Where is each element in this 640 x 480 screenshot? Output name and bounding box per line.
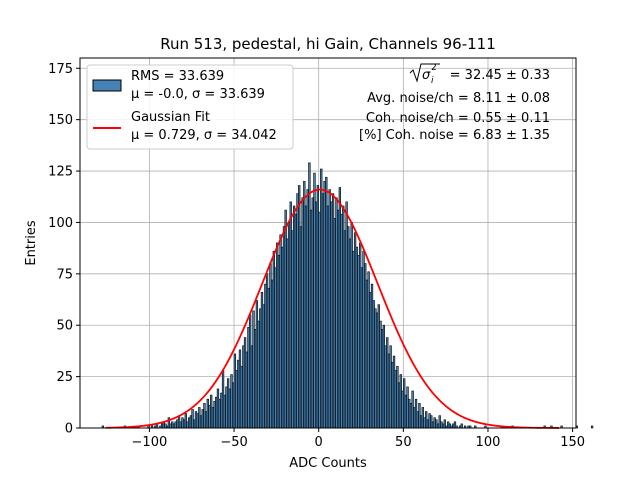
histogram-bar bbox=[590, 425, 594, 429]
y-axis-label: Entries bbox=[24, 220, 39, 266]
y-tick-label: 75 bbox=[56, 267, 73, 282]
y-tick-label: 125 bbox=[48, 165, 73, 180]
stats-coh-noise: Coh. noise/ch = 0.55 ± 0.11 bbox=[366, 111, 550, 126]
x-tick-label: −100 bbox=[132, 435, 168, 450]
sigma-subscript: i bbox=[431, 76, 434, 86]
legend-histogram-line2: μ = -0.0, σ = 33.639 bbox=[131, 87, 265, 102]
y-tick-label: 0 bbox=[65, 422, 73, 437]
x-tick-label: 100 bbox=[476, 435, 501, 450]
legend-fit-line2: μ = 0.729, σ = 34.042 bbox=[131, 128, 277, 143]
stats-annotation: σ i 2 = 32.45 ± 0.33 Avg. noise/ch = 8.1… bbox=[359, 63, 550, 143]
legend-fit-line1: Gaussian Fit bbox=[131, 110, 210, 125]
stats-coh-noise-percent: [%] Coh. noise = 6.83 ± 1.35 bbox=[359, 128, 550, 143]
stats-avg-noise: Avg. noise/ch = 8.11 ± 0.08 bbox=[367, 91, 550, 106]
y-tick-label: 25 bbox=[56, 370, 73, 385]
x-axis-ticks: −100 −50 0 50 100 150 bbox=[132, 428, 585, 450]
legend-histogram-line1: RMS = 33.639 bbox=[131, 69, 224, 84]
x-tick-label: 0 bbox=[315, 435, 323, 450]
chart-title: Run 513, pedestal, hi Gain, Channels 96-… bbox=[160, 35, 496, 53]
legend-histogram-swatch bbox=[92, 79, 122, 92]
y-tick-label: 150 bbox=[48, 113, 73, 128]
x-tick-label: 50 bbox=[395, 435, 412, 450]
plot-frame bbox=[79, 57, 577, 429]
sqrt-radical-sign bbox=[409, 63, 440, 83]
stats-sqrt-sigma: = 32.45 ± 0.33 bbox=[450, 68, 550, 83]
legend-box bbox=[86, 64, 294, 150]
y-axis-ticks: 0 25 50 75 100 125 150 175 bbox=[48, 62, 80, 437]
x-axis-label: ADC Counts bbox=[289, 456, 367, 471]
x-tick-label: −50 bbox=[220, 435, 247, 450]
y-tick-label: 100 bbox=[48, 216, 73, 231]
histogram-bar bbox=[460, 423, 463, 429]
gaussian-fit-curve bbox=[105, 188, 560, 429]
sigma-superscript: 2 bbox=[431, 63, 437, 73]
sigma-symbol: σ bbox=[422, 68, 431, 83]
legend: RMS = 33.639 μ = -0.0, σ = 33.639 Gaussi… bbox=[86, 64, 294, 150]
y-tick-label: 175 bbox=[48, 62, 73, 77]
sqrt-sigma-symbol: σ i 2 bbox=[409, 63, 440, 86]
y-tick-label: 50 bbox=[56, 319, 73, 334]
x-tick-label: 150 bbox=[560, 435, 585, 450]
